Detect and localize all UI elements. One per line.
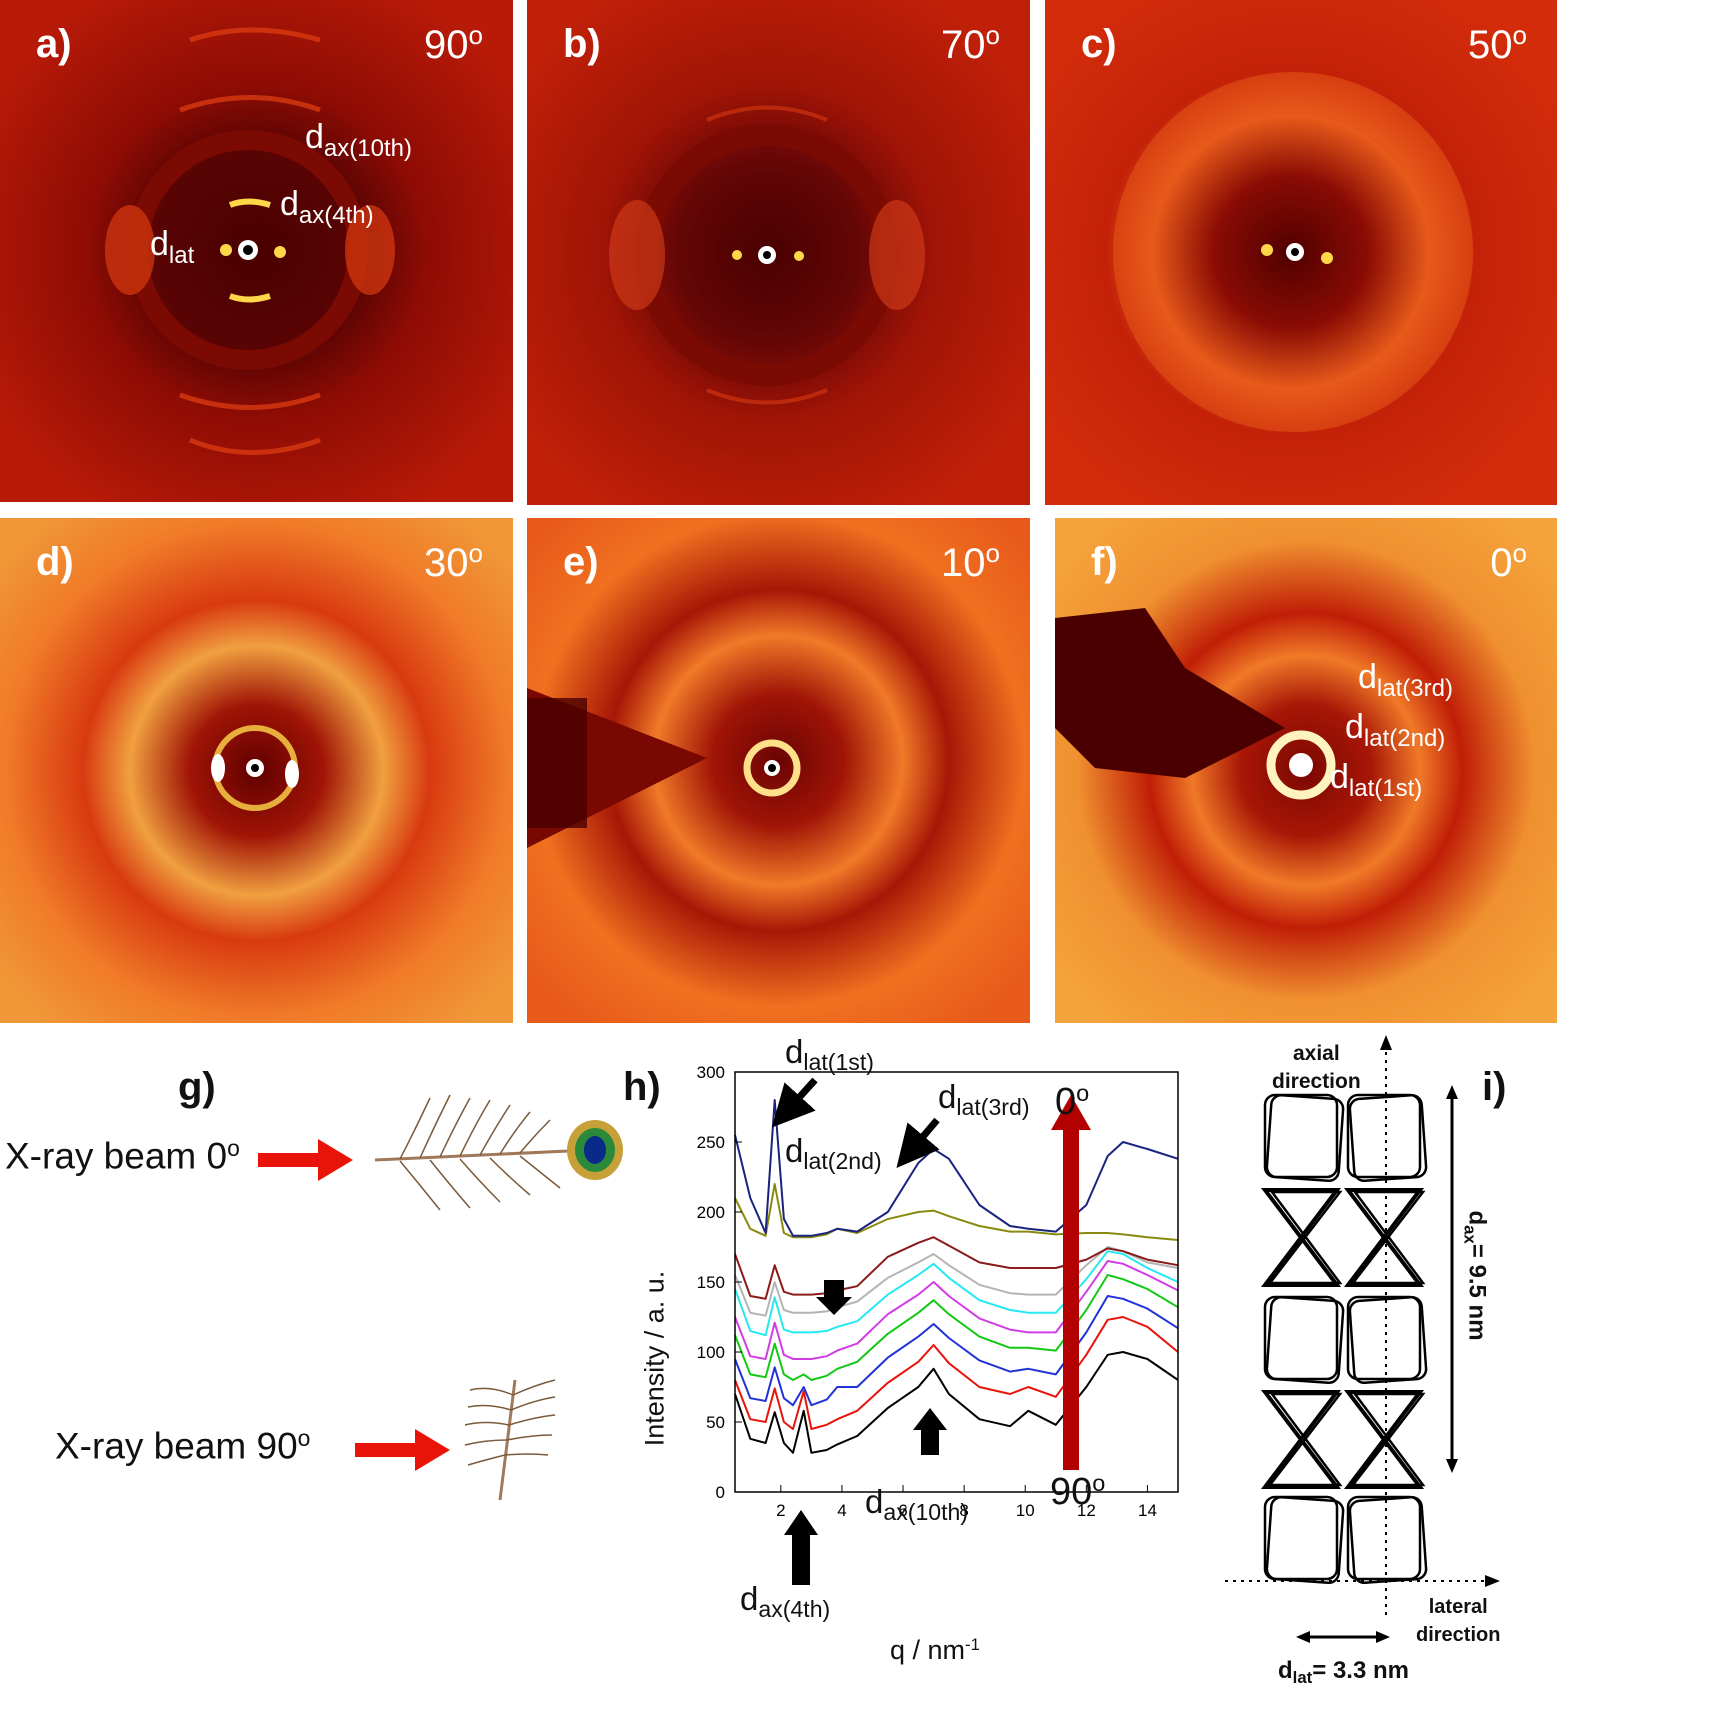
label-dlat-2nd: dlat(2nd) — [1345, 708, 1446, 752]
arrow-dlat-3rd — [896, 1117, 940, 1169]
x-tick-label: 6 — [898, 1501, 907, 1520]
angle-gradient-bar — [1063, 1125, 1079, 1470]
diffraction-panel-b: b) 70o — [527, 0, 1030, 505]
ann-top-angle: 0o — [1055, 1080, 1090, 1123]
beam-0-arrow — [258, 1139, 353, 1181]
series-line-6 — [734, 1246, 1179, 1317]
panel-label-b: b) — [563, 22, 601, 66]
y-tick-label: 50 — [706, 1413, 725, 1432]
ann-dax-10th: dax(10th) — [865, 1483, 969, 1525]
diffraction-pattern-f — [1055, 518, 1557, 1023]
lateral-direction-label: lateral direction — [1416, 1596, 1501, 1646]
x-tick-label: 10 — [1016, 1501, 1035, 1520]
series-line-5 — [734, 1250, 1179, 1337]
label-dlat: dlat — [150, 225, 195, 269]
panel-label-h: h) — [623, 1065, 661, 1109]
panel-angle-d: 30o — [424, 538, 483, 585]
y-tick-label: 250 — [697, 1133, 725, 1152]
diffraction-panel-f: f) 0o dlat(3rd) dlat(2nd) dlat(1st) — [1055, 518, 1557, 1023]
diffraction-pattern-b — [527, 0, 1030, 505]
y-tick-label: 100 — [697, 1343, 725, 1362]
structure-schematic — [1225, 1035, 1500, 1643]
x-tick-label: 12 — [1077, 1501, 1096, 1520]
x-tick-label: 2 — [776, 1501, 785, 1520]
panel-angle-e: 10o — [941, 538, 1000, 585]
panel-angle-f: 0o — [1490, 538, 1527, 585]
beam-90-arrow — [355, 1429, 450, 1471]
series-line-3 — [734, 1274, 1179, 1381]
panel-angle-a: 90o — [424, 20, 483, 67]
y-tick-label: 0 — [716, 1483, 725, 1502]
y-axis-label: Intensity / a. u. — [639, 1270, 670, 1447]
ann-dlat-2nd: dlat(2nd) — [785, 1132, 882, 1174]
panel-label-i: i) — [1482, 1065, 1507, 1109]
series-line-8 — [734, 1183, 1179, 1241]
series-line-9 — [734, 1099, 1179, 1237]
ann-dax-4th: dax(4th) — [740, 1580, 831, 1622]
feather-vertical — [464, 1379, 556, 1501]
arrow-dlat-2nd — [816, 1280, 852, 1315]
ann-bottom-angle: 90o — [1050, 1470, 1106, 1513]
arrow-dax-4th — [784, 1510, 818, 1585]
dax-value-label: dax= 9.5 nm — [1460, 1210, 1491, 1341]
axial-direction-label: axial direction — [1272, 1042, 1361, 1093]
x-tick-label: 14 — [1138, 1501, 1157, 1520]
beam-90-label: X-ray beam 90o — [55, 1425, 311, 1467]
label-dax-10th: dax(10th) — [305, 118, 412, 162]
dlat-value-label: dlat= 3.3 nm — [1278, 1657, 1409, 1688]
panel-label-f: f) — [1091, 540, 1118, 584]
panel-angle-c: 50o — [1468, 20, 1527, 67]
feather-horizontal — [374, 1094, 623, 1211]
panel-h: h) 2 4 6 8 10 12 14 0 50 100 150 200 250 300 dlat(1st… — [620, 1033, 1220, 1724]
x-axis-label: q / nm-1 — [890, 1635, 980, 1666]
ann-dlat-1st: dlat(1st) — [785, 1033, 874, 1075]
panel-label-e: e) — [563, 540, 599, 584]
arrow-dlat-1st — [771, 1077, 818, 1128]
diffraction-panel-c: c) 50o — [1045, 0, 1557, 505]
series-line-2 — [734, 1295, 1179, 1407]
y-tick-label: 150 — [697, 1273, 725, 1292]
label-dlat-1st: dlat(1st) — [1330, 758, 1423, 802]
series-line-4 — [734, 1260, 1179, 1360]
panel-label-d: d) — [36, 540, 74, 584]
series-line-7 — [734, 1236, 1179, 1300]
chart-lines — [734, 1099, 1179, 1454]
x-tick-label: 8 — [959, 1501, 968, 1520]
chart-svg: 2 4 6 8 10 12 14 0 50 100 150 200 250 300 — [697, 1063, 1179, 1585]
angle-gradient-arrowhead — [1051, 1095, 1091, 1130]
diffraction-panel-e: e) 10o — [527, 518, 1030, 1023]
panel-i: i) — [1220, 1035, 1713, 1724]
y-tick-label: 300 — [697, 1063, 725, 1082]
diffraction-pattern-a — [0, 0, 513, 502]
panel-label-a: a) — [36, 22, 72, 66]
diffraction-pattern-d — [0, 518, 513, 1023]
diffraction-pattern-e — [527, 518, 1030, 1023]
diffraction-panel-d: d) 30o — [0, 518, 513, 1023]
panel-angle-b: 70o — [941, 20, 1000, 67]
panel-label-c: c) — [1081, 22, 1117, 66]
y-tick-label: 200 — [697, 1203, 725, 1222]
ann-dlat-3rd: dlat(3rd) — [938, 1078, 1030, 1120]
x-tick-label: 4 — [837, 1501, 846, 1520]
label-dax-4th: dax(4th) — [280, 185, 374, 229]
diffraction-panel-a: a) 90o dax(10th) dax(4th) dlat — [0, 0, 513, 502]
beam-0-label: X-ray beam 0o — [5, 1135, 240, 1177]
label-dlat-3rd: dlat(3rd) — [1358, 658, 1453, 702]
panel-label-g: g) — [178, 1065, 216, 1109]
panel-g: g) X-ray beam 0o X-ray beam 90o — [0, 1035, 640, 1715]
series-line-1 — [734, 1316, 1179, 1430]
series-line-0 — [734, 1351, 1179, 1454]
arrow-dax-10th — [913, 1408, 947, 1455]
chart-axes: 2 4 6 8 10 12 14 0 50 100 150 200 250 300 — [697, 1063, 1179, 1520]
diffraction-pattern-c — [1045, 0, 1557, 505]
